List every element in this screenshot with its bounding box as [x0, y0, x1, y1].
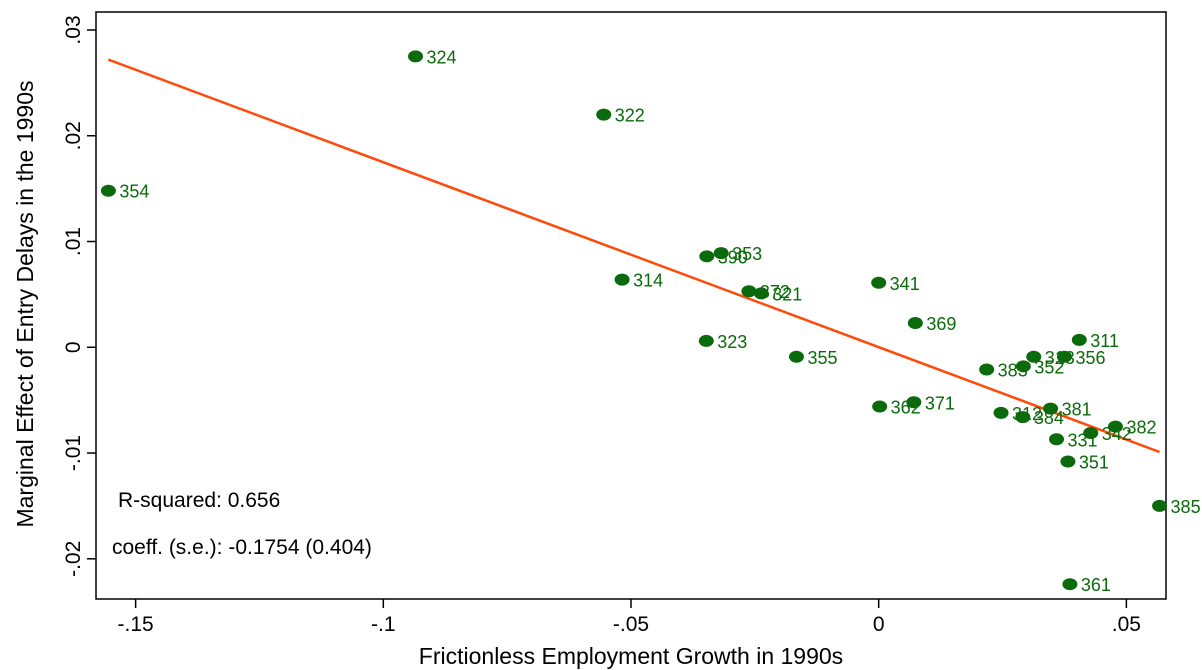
x-tick-label: -.15: [118, 613, 154, 636]
x-axis: -.15 -.1 -.05 0 .05: [118, 599, 1141, 636]
data-label: 383: [998, 360, 1028, 380]
data-label: 355: [807, 348, 837, 368]
data-label: 323: [717, 332, 747, 352]
data-label: 390: [718, 247, 748, 267]
y-tick-label: .03: [62, 15, 85, 44]
data-label: 354: [119, 182, 149, 202]
data-label: 384: [1034, 408, 1064, 428]
y-tick-label: 0: [62, 341, 85, 353]
data-label: 341: [890, 274, 920, 294]
data-point: [1015, 411, 1031, 424]
data-label: 372: [760, 282, 790, 302]
data-label: 369: [926, 314, 956, 334]
data-point: [1026, 350, 1042, 363]
data-label: 342: [1102, 424, 1132, 444]
data-label: 311: [1090, 331, 1119, 351]
data-point: [713, 247, 729, 260]
data-label: 321: [772, 284, 802, 304]
y-tick-label: .01: [62, 227, 85, 256]
data-point: [871, 276, 887, 289]
data-point: [1071, 333, 1087, 346]
y-tick-label: -.02: [62, 541, 85, 577]
data-labels: 3243223543533903143723213413693233553113…: [119, 47, 1200, 595]
data-label: 351: [1079, 453, 1109, 473]
data-point: [408, 50, 424, 63]
data-point: [1062, 578, 1078, 591]
y-axis-title: Marginal Effect of Entry Delays in the 1…: [12, 80, 38, 527]
data-label: 385: [1171, 497, 1201, 517]
r-squared-note: R-squared: 0.656: [118, 489, 280, 512]
data-label: 382: [1126, 418, 1156, 438]
data-point: [1060, 455, 1076, 468]
x-tick-label: -.05: [613, 613, 649, 636]
x-tick-label: .05: [1112, 613, 1141, 636]
x-axis-title: Frictionless Employment Growth in 1990s: [419, 643, 843, 669]
data-points: [100, 50, 1168, 591]
data-label: 352: [1034, 357, 1064, 377]
data-point: [1107, 420, 1123, 433]
data-point: [596, 108, 612, 121]
data-point: [872, 400, 888, 413]
data-label: 361: [1081, 575, 1111, 595]
data-point: [1152, 499, 1168, 512]
data-point: [1043, 402, 1059, 415]
data-point: [1083, 426, 1099, 439]
data-point: [699, 250, 715, 263]
y-tick-label: -.01: [62, 435, 85, 471]
data-label: 312: [1012, 404, 1042, 424]
regression-line: [107, 58, 1160, 454]
data-point: [100, 184, 116, 197]
data-point: [1049, 433, 1065, 446]
data-label: 356: [1075, 348, 1105, 368]
y-axis: -.02 -.01 0 .01 .02 .03: [62, 15, 96, 577]
data-point: [979, 363, 995, 376]
data-point: [906, 396, 922, 409]
data-label: 313: [1045, 348, 1075, 368]
y-tick-label: .02: [62, 121, 85, 150]
data-label: 331: [1068, 430, 1098, 450]
data-label: 371: [925, 393, 955, 413]
data-point: [1056, 350, 1072, 363]
data-point: [788, 350, 804, 363]
data-point: [1015, 360, 1031, 373]
data-point: [753, 287, 769, 300]
data-label: 322: [615, 106, 645, 126]
x-tick-label: -.1: [371, 613, 396, 636]
coefficient-note: coeff. (s.e.): -0.1754 (0.404): [112, 536, 372, 559]
data-label: 314: [633, 271, 663, 291]
data-label: 324: [427, 47, 457, 67]
data-point: [614, 273, 630, 286]
data-label: 381: [1062, 400, 1092, 420]
x-tick-label: 0: [873, 613, 885, 636]
data-point: [741, 285, 757, 298]
data-point: [993, 406, 1009, 419]
data-point: [698, 334, 714, 347]
data-point: [907, 316, 923, 329]
data-label: 353: [732, 244, 762, 264]
data-label: 362: [891, 398, 921, 418]
